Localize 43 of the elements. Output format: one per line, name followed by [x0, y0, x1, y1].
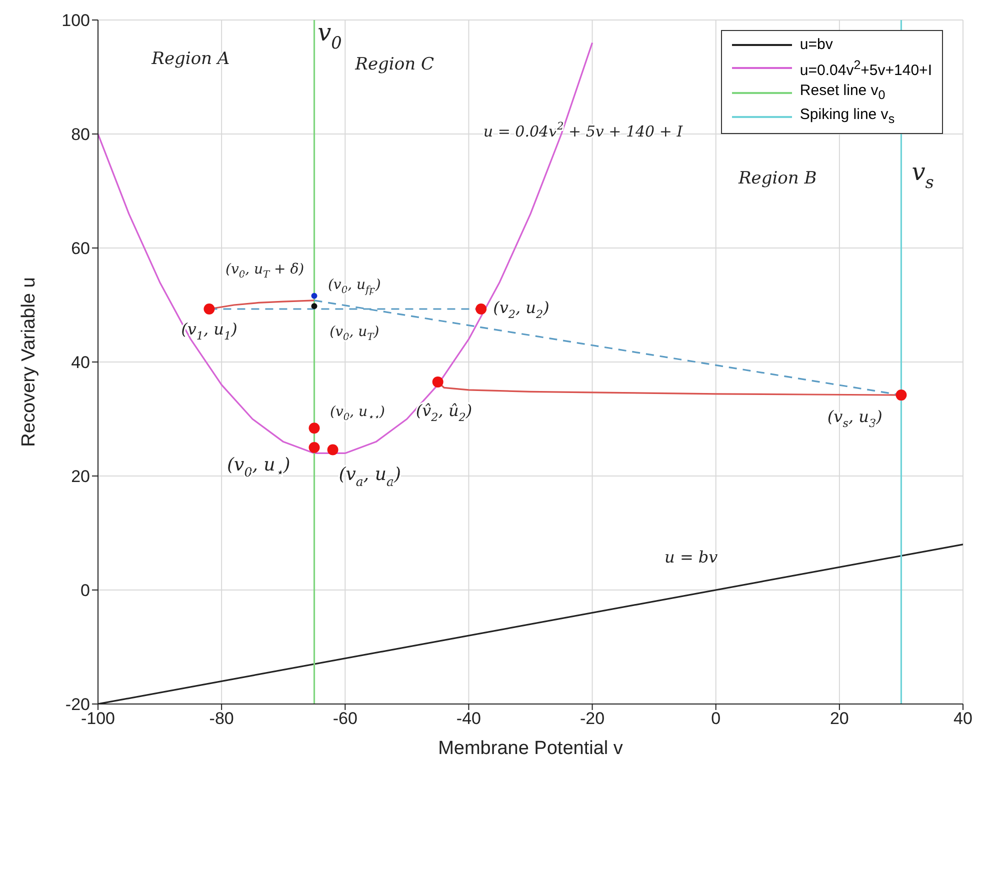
point	[476, 303, 487, 314]
x-axis-title: Membrane Potential v	[438, 738, 624, 759]
annotation: Region A	[150, 49, 230, 70]
point	[204, 303, 215, 314]
annotation: (v$_{s}$, u$_{3}$)	[827, 407, 882, 430]
point	[308, 422, 320, 434]
y-tick-label: 40	[71, 353, 90, 372]
annotation: v$_{0}$	[318, 18, 342, 53]
y-axis-title: Recovery Variable u	[18, 277, 40, 447]
annotation: (v$_{a}$, u$_{a}$)	[338, 464, 402, 489]
y-tick-label: 20	[71, 467, 90, 486]
legend-label: Spiking line v$_{s}$	[800, 105, 895, 128]
x-tick-label: -40	[456, 709, 482, 728]
annotation: (v$_{0}$, u$_{⋆⋆}$)	[330, 404, 385, 424]
y-tick-label: 100	[62, 11, 90, 30]
annotation: (v̂$_{2}$, û$_{2}$)	[416, 401, 472, 425]
annotation: v$_{s}$	[912, 158, 934, 192]
legend-label: Reset line v$_{0}$	[800, 81, 886, 104]
y-tick-label: 0	[80, 581, 90, 600]
x-tick-label: 40	[954, 709, 972, 728]
annotation: Region B	[738, 169, 817, 190]
y-tick-label: 80	[71, 125, 90, 144]
annotation: Region C	[354, 55, 434, 76]
x-tick-label: -60	[332, 709, 358, 728]
x-tick-label: 0	[711, 709, 721, 728]
point	[308, 442, 320, 453]
x-tick-label: 20	[830, 709, 849, 728]
annotation: (v$_{0}$, u$_{T}$)	[330, 323, 380, 343]
annotation: u = bv	[664, 548, 718, 567]
x-tick-label: -20	[580, 709, 605, 728]
y-tick-label: 60	[71, 239, 90, 258]
point	[311, 303, 318, 310]
point	[311, 292, 318, 299]
point	[896, 390, 907, 401]
annotation: (v$_{0}$, u$_{⋆}$)	[226, 454, 290, 480]
point	[327, 444, 338, 456]
x-tick-label: -80	[209, 709, 234, 728]
point	[432, 376, 444, 388]
legend-label: u=bv	[800, 35, 833, 55]
annotation: u = 0.04v$^{2}$ + 5v + 140 + I	[483, 120, 684, 140]
annotation: (v$_{2}$, u$_{2}$)	[493, 298, 550, 322]
legend-label: u=0.04v$^{2}$+5v+140+I	[800, 57, 932, 81]
annotation: (v$_{0}$, u$_{T}$ + δ)	[226, 261, 304, 281]
